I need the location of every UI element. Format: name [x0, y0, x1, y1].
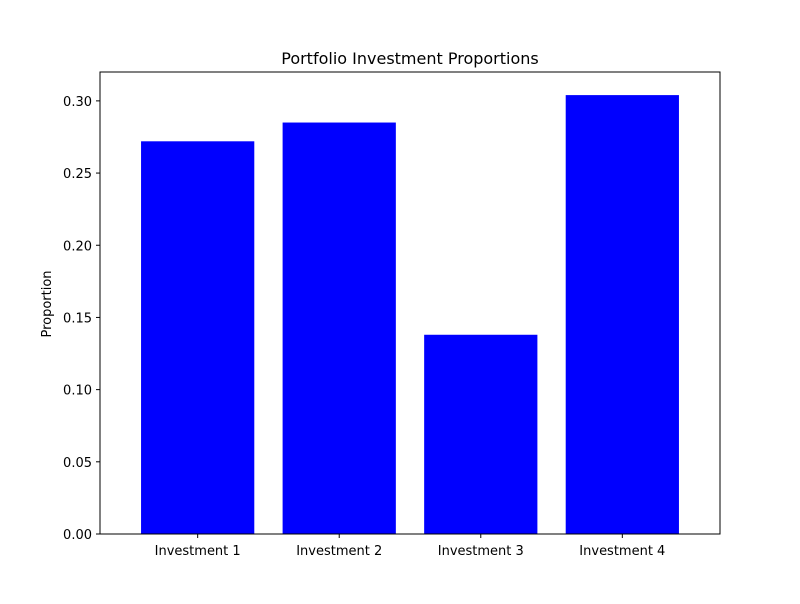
x-tick-label: Investment 1	[155, 544, 241, 559]
bar-2	[282, 122, 396, 534]
x-tick-label: Investment 2	[296, 544, 382, 559]
x-tick-label: Investment 4	[579, 544, 665, 559]
plot-area-frame	[99, 71, 721, 535]
y-tick-label: 0.00	[63, 528, 92, 543]
bar-4	[565, 95, 679, 534]
y-tick-label: 0.10	[63, 384, 92, 399]
x-tick-label: Investment 3	[438, 544, 524, 559]
y-tick-label: 0.15	[63, 311, 92, 326]
y-tick-label: 0.25	[63, 167, 92, 182]
y-tick-label: 0.30	[63, 95, 92, 110]
x-axis-ticks: Investment 1 Investment 2 Investment 3 Inve…	[155, 534, 665, 559]
bar-1	[141, 141, 255, 535]
bar-group	[141, 95, 679, 535]
y-axis-label: Proportion	[40, 270, 55, 337]
chart-title: Portfolio Investment Proportions	[281, 49, 539, 68]
y-axis-ticks: 0.00 0.05 0.10 0.15 0.20 0.25 0.30	[63, 95, 100, 543]
y-tick-label: 0.20	[63, 239, 92, 254]
bar-3	[424, 334, 538, 534]
y-tick-label: 0.05	[63, 456, 92, 471]
